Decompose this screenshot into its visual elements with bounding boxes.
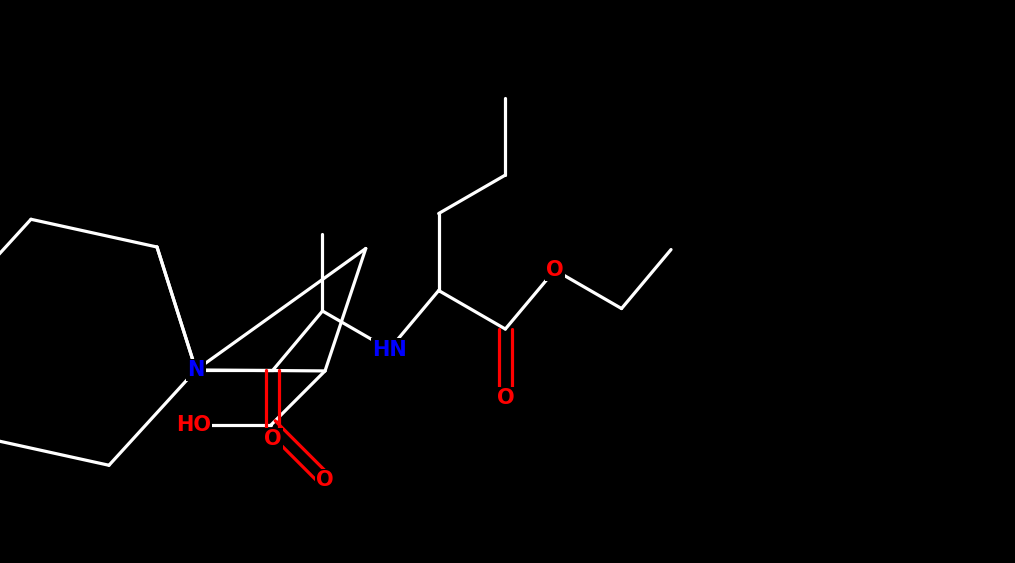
Text: HN: HN [371,339,407,360]
Text: N: N [188,360,205,380]
Text: O: O [546,260,563,280]
Text: HO: HO [176,415,211,435]
Text: O: O [496,388,515,408]
Text: O: O [264,430,282,449]
Text: O: O [317,470,334,490]
